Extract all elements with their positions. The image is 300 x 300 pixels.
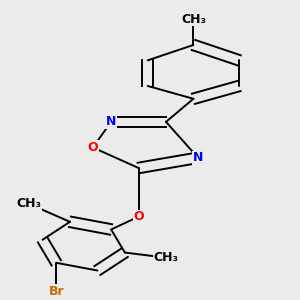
- Text: CH₃: CH₃: [154, 251, 178, 264]
- Text: O: O: [88, 141, 98, 154]
- Text: CH₃: CH₃: [16, 197, 41, 210]
- Text: N: N: [193, 151, 203, 164]
- Text: N: N: [106, 115, 116, 128]
- Text: Br: Br: [48, 284, 64, 298]
- Text: CH₃: CH₃: [181, 13, 206, 26]
- Text: O: O: [133, 210, 144, 223]
